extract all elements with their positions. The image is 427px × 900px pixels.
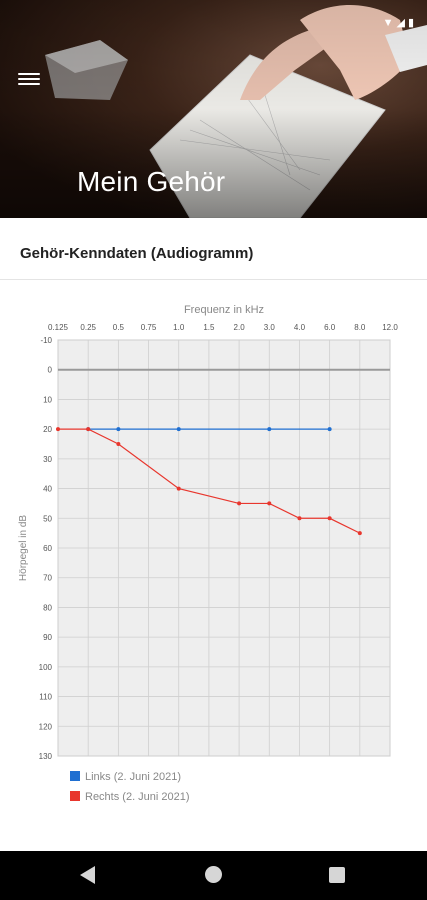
y-tick-label: 120 [39, 722, 53, 731]
y-tick-label: -10 [40, 336, 52, 345]
data-point-links [116, 427, 121, 432]
data-point-rechts [357, 531, 362, 536]
recents-square-icon[interactable] [329, 867, 345, 883]
data-point-rechts [237, 501, 242, 506]
x-tick-label: 12.0 [382, 323, 398, 332]
y-tick-label: 100 [39, 663, 53, 672]
data-point-rechts [86, 427, 91, 432]
y-tick-label: 110 [39, 693, 52, 702]
legend-label: Rechts (2. Juni 2021) [85, 791, 190, 803]
legend-swatch [70, 771, 80, 781]
data-point-rechts [116, 442, 121, 446]
x-tick-label: 3.0 [264, 323, 276, 332]
data-point-rechts [176, 486, 181, 491]
y-tick-label: 20 [43, 425, 52, 434]
y-tick-label: 60 [43, 544, 52, 553]
divider [0, 279, 427, 280]
y-tick-label: 90 [43, 633, 52, 642]
data-point-rechts [327, 516, 332, 521]
x-axis-label: Frequenz in kHz [184, 304, 264, 316]
y-tick-label: 40 [43, 485, 52, 494]
x-tick-label: 6.0 [324, 323, 336, 332]
x-tick-label: 0.5 [113, 323, 125, 332]
legend-swatch [70, 791, 80, 801]
legend-label: Links (2. Juni 2021) [85, 771, 181, 783]
y-tick-label: 30 [43, 455, 52, 464]
back-triangle-icon[interactable] [80, 866, 95, 884]
header-image: ▼◢▮ Mein Gehör [0, 0, 427, 218]
x-tick-label: 0.75 [141, 323, 157, 332]
section-title: Gehör-Kenndaten (Audiogramm) [20, 245, 254, 262]
data-point-links [327, 427, 332, 432]
system-nav-bar [0, 851, 427, 900]
hamburger-menu-icon[interactable] [18, 70, 40, 88]
data-point-rechts [267, 501, 272, 506]
x-tick-label: 1.0 [173, 323, 185, 332]
y-tick-label: 80 [43, 603, 52, 612]
page-title: Mein Gehör [77, 166, 226, 197]
data-point-links [267, 427, 272, 432]
signal-icon: ◢ [396, 17, 408, 29]
audiogram-chart: Frequenz in kHz 0.125 0.25 0.5 0.75 1.0 1.5 2.0… [0, 290, 427, 830]
wifi-icon: ▼ [382, 17, 397, 29]
x-tick-label: 2.0 [234, 323, 246, 332]
x-tick-label: 1.5 [203, 323, 215, 332]
y-tick-label: 130 [39, 752, 53, 761]
battery-icon: ▮ [407, 17, 417, 29]
data-point-links [176, 427, 181, 432]
y-tick-label: 10 [43, 395, 52, 404]
status-bar: ▼◢▮ [383, 16, 417, 29]
x-tick-label: 4.0 [294, 323, 306, 332]
hero-photo [45, 5, 427, 218]
home-circle-icon[interactable] [205, 866, 222, 883]
y-tick-label: 50 [43, 514, 52, 523]
y-tick-label: 0 [48, 366, 53, 375]
audiogram-svg: Frequenz in kHz 0.125 0.25 0.5 0.75 1.0 1.5 2.0… [18, 304, 398, 803]
x-tick-label: 0.25 [80, 323, 96, 332]
x-tick-label: 8.0 [354, 323, 366, 332]
y-tick-label: 70 [43, 574, 52, 583]
data-point-rechts [297, 516, 302, 521]
data-point-rechts [56, 427, 60, 432]
y-axis-label: Hörpegel in dB [18, 515, 29, 581]
x-tick-label: 0.125 [48, 323, 69, 332]
